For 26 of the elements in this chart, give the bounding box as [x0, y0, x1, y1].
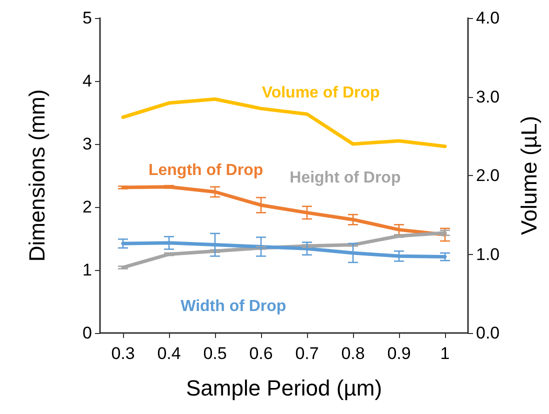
x-tick-label: 0.5	[203, 344, 227, 363]
y2-tick-label: 1.0	[476, 244, 500, 264]
y-tick-label: 1	[82, 260, 92, 280]
y-axis-title: Dimensions (mm)	[24, 89, 50, 262]
y2-axis-title: Volume (µL)	[516, 116, 542, 236]
x-tick-label: 0.7	[295, 344, 319, 363]
y2-tick-label: 4.0	[476, 8, 500, 28]
y2-tick-label: 3.0	[476, 87, 500, 106]
y-tick-label: 2	[82, 198, 92, 216]
series-label: Length of Drop	[148, 162, 264, 179]
x-tick-label: 0.9	[387, 344, 411, 363]
x-tick-label: 0.3	[111, 344, 135, 363]
y2-tick-label: 2.0	[476, 166, 500, 185]
y2-tick-label: 0.0	[476, 324, 500, 342]
y-tick-label: 4	[82, 72, 92, 90]
text: Height of Drop	[290, 170, 401, 187]
y-tick-label: 5	[82, 8, 92, 28]
y-tick-label: 3	[82, 134, 92, 154]
x-tick-label: 0.6	[249, 344, 273, 363]
x-tick-label: 0.8	[341, 344, 365, 363]
x-tick-label: 1	[440, 344, 450, 363]
x-axis-title: Sample Period (µm)	[186, 376, 382, 400]
y-tick-label: 0	[82, 324, 92, 342]
x-tick-label: 0.4	[157, 344, 181, 363]
text: Width of Drop	[180, 298, 286, 316]
series-label: Volume of Drop	[262, 84, 380, 102]
